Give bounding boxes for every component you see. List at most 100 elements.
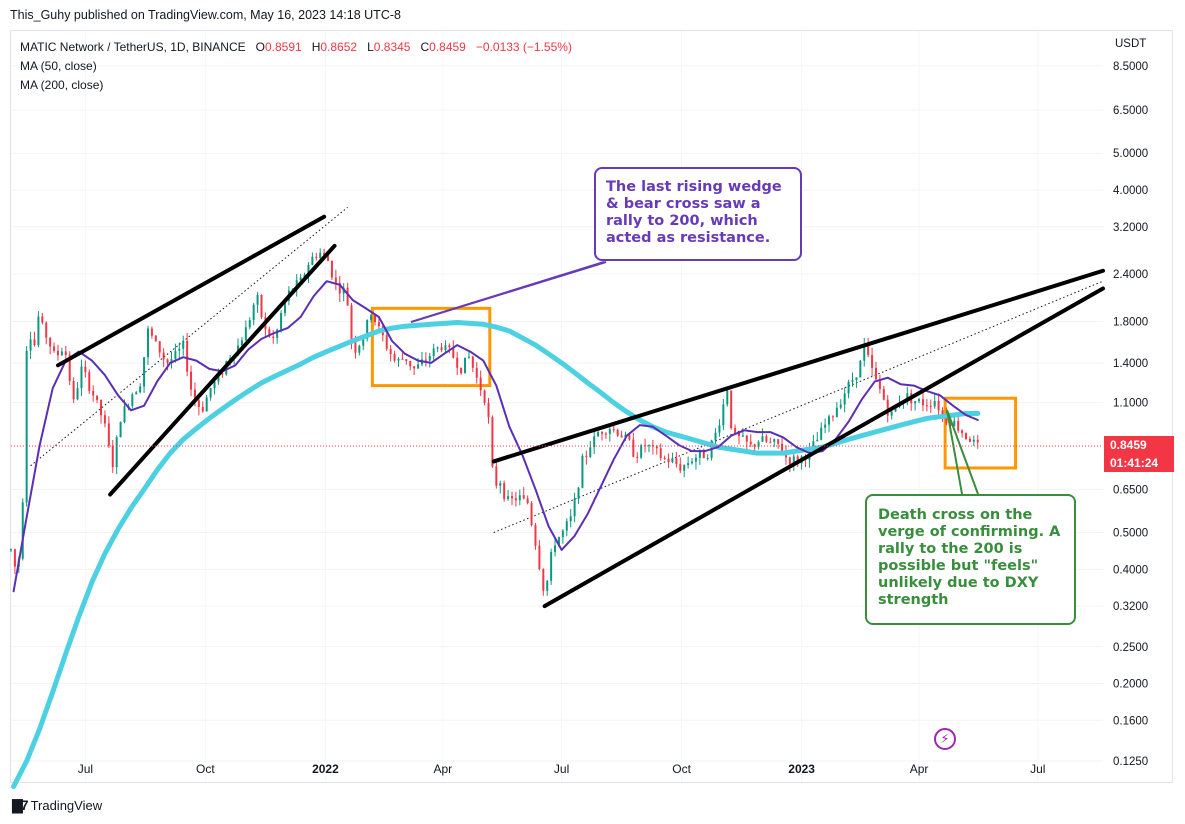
legend-ma50[interactable]: MA (50, close): [20, 59, 97, 73]
candle-body: [659, 448, 662, 459]
dotted-trendline: [30, 206, 348, 467]
candle-body: [644, 445, 647, 447]
candle-body: [554, 545, 557, 552]
candle-body: [21, 502, 24, 559]
open-label: O: [255, 40, 265, 54]
purple-callout-connector: [410, 261, 607, 323]
candle-body: [401, 358, 404, 360]
wedge-trendline: [542, 286, 1105, 609]
candle-body: [534, 525, 537, 546]
x-tick-label: Apr: [433, 762, 452, 776]
candle-body: [178, 348, 181, 351]
candle-body: [84, 366, 87, 373]
candle-body: [131, 394, 134, 406]
candle-body: [518, 495, 521, 501]
candle-body: [432, 348, 435, 357]
candle-body: [542, 569, 545, 591]
green-note[interactable]: Death cross on the verge of confirming. …: [865, 494, 1076, 625]
candle-body: [965, 433, 968, 439]
candle-body: [424, 359, 427, 361]
candle-body: [565, 521, 568, 531]
candle-body: [671, 458, 674, 463]
candle-body: [103, 415, 106, 424]
candle-body: [115, 437, 118, 468]
y-tick-label: 0.1250: [1113, 756, 1148, 768]
candle-body: [530, 503, 533, 526]
ma200-series: [11, 320, 981, 790]
close-value: 0.8459: [429, 40, 466, 54]
candle-body: [522, 495, 525, 499]
candle-body: [816, 439, 819, 442]
candle-body: [170, 359, 173, 363]
candle-body: [413, 366, 416, 369]
open-value: 0.8591: [264, 40, 302, 54]
candle-body: [37, 316, 40, 345]
candle-body: [64, 351, 67, 355]
candle-body: [100, 400, 103, 416]
candle-body: [526, 498, 529, 504]
candle-body: [941, 410, 944, 415]
x-tick-label: Oct: [672, 762, 691, 776]
candle-body: [683, 465, 686, 471]
y-tick-label: 8.5000: [1113, 61, 1148, 73]
candle-body: [753, 444, 756, 447]
candle-body: [874, 367, 877, 380]
chart-frame: [10, 30, 1173, 783]
time-axis: Jul Oct 2022 Apr Jul Oct 2023 Apr Jul: [78, 762, 1046, 776]
flash-icon[interactable]: ⚡: [934, 728, 956, 750]
candle-body: [45, 322, 48, 338]
candle-body: [143, 357, 146, 387]
y-tick-label: 0.6500: [1113, 484, 1148, 496]
candle-body: [589, 447, 592, 457]
candle-body: [88, 372, 91, 391]
candle-body: [248, 320, 251, 328]
candle-body: [859, 360, 862, 378]
x-tick-label: Jul: [554, 762, 569, 776]
candle-body: [538, 545, 541, 570]
candle-body: [773, 439, 776, 442]
candle-body: [440, 347, 443, 351]
candle-body: [13, 549, 16, 567]
green-callout-connector: [946, 409, 979, 495]
candle-body: [585, 455, 588, 457]
candle-body: [405, 359, 408, 361]
highlight-box: [370, 306, 492, 388]
candle-body: [487, 402, 490, 418]
callout-arrows: [410, 261, 979, 495]
candle-body: [828, 416, 831, 425]
candle-body: [957, 420, 960, 431]
candle-body: [769, 441, 772, 443]
candle-body: [691, 461, 694, 464]
candle-body: [914, 401, 917, 404]
candle-body: [330, 261, 333, 278]
candle-body: [788, 457, 791, 465]
candle-body: [843, 393, 846, 405]
candle-body: [569, 516, 572, 522]
candle-body: [49, 337, 52, 347]
candle-body: [135, 392, 138, 395]
candle-body: [679, 464, 682, 471]
candle-body: [150, 328, 153, 336]
footer-brand[interactable]: ▇7 TradingView: [12, 797, 102, 814]
candle-body: [338, 282, 341, 294]
candle-body: [937, 401, 940, 411]
candle-body: [745, 435, 748, 442]
candle-body: [41, 316, 44, 323]
candle-body: [906, 393, 909, 401]
candle-body: [784, 453, 787, 458]
candle-body: [436, 347, 439, 349]
candle-body: [953, 420, 956, 427]
change-value: −0.0133 (−1.55%): [475, 40, 572, 54]
candle-body: [640, 445, 643, 458]
candle-body: [146, 328, 149, 358]
high-value: 0.8652: [320, 40, 358, 54]
candle-body: [244, 327, 247, 341]
candle-body: [154, 335, 157, 342]
purple-note[interactable]: The last rising wedge & bear cross saw a…: [594, 167, 802, 261]
low-label: L: [367, 40, 374, 54]
candle-body: [464, 357, 467, 374]
legend-ma200[interactable]: MA (200, close): [20, 78, 104, 92]
tradingview-logo-icon: ▇7: [12, 797, 29, 813]
candle-body: [687, 463, 690, 466]
